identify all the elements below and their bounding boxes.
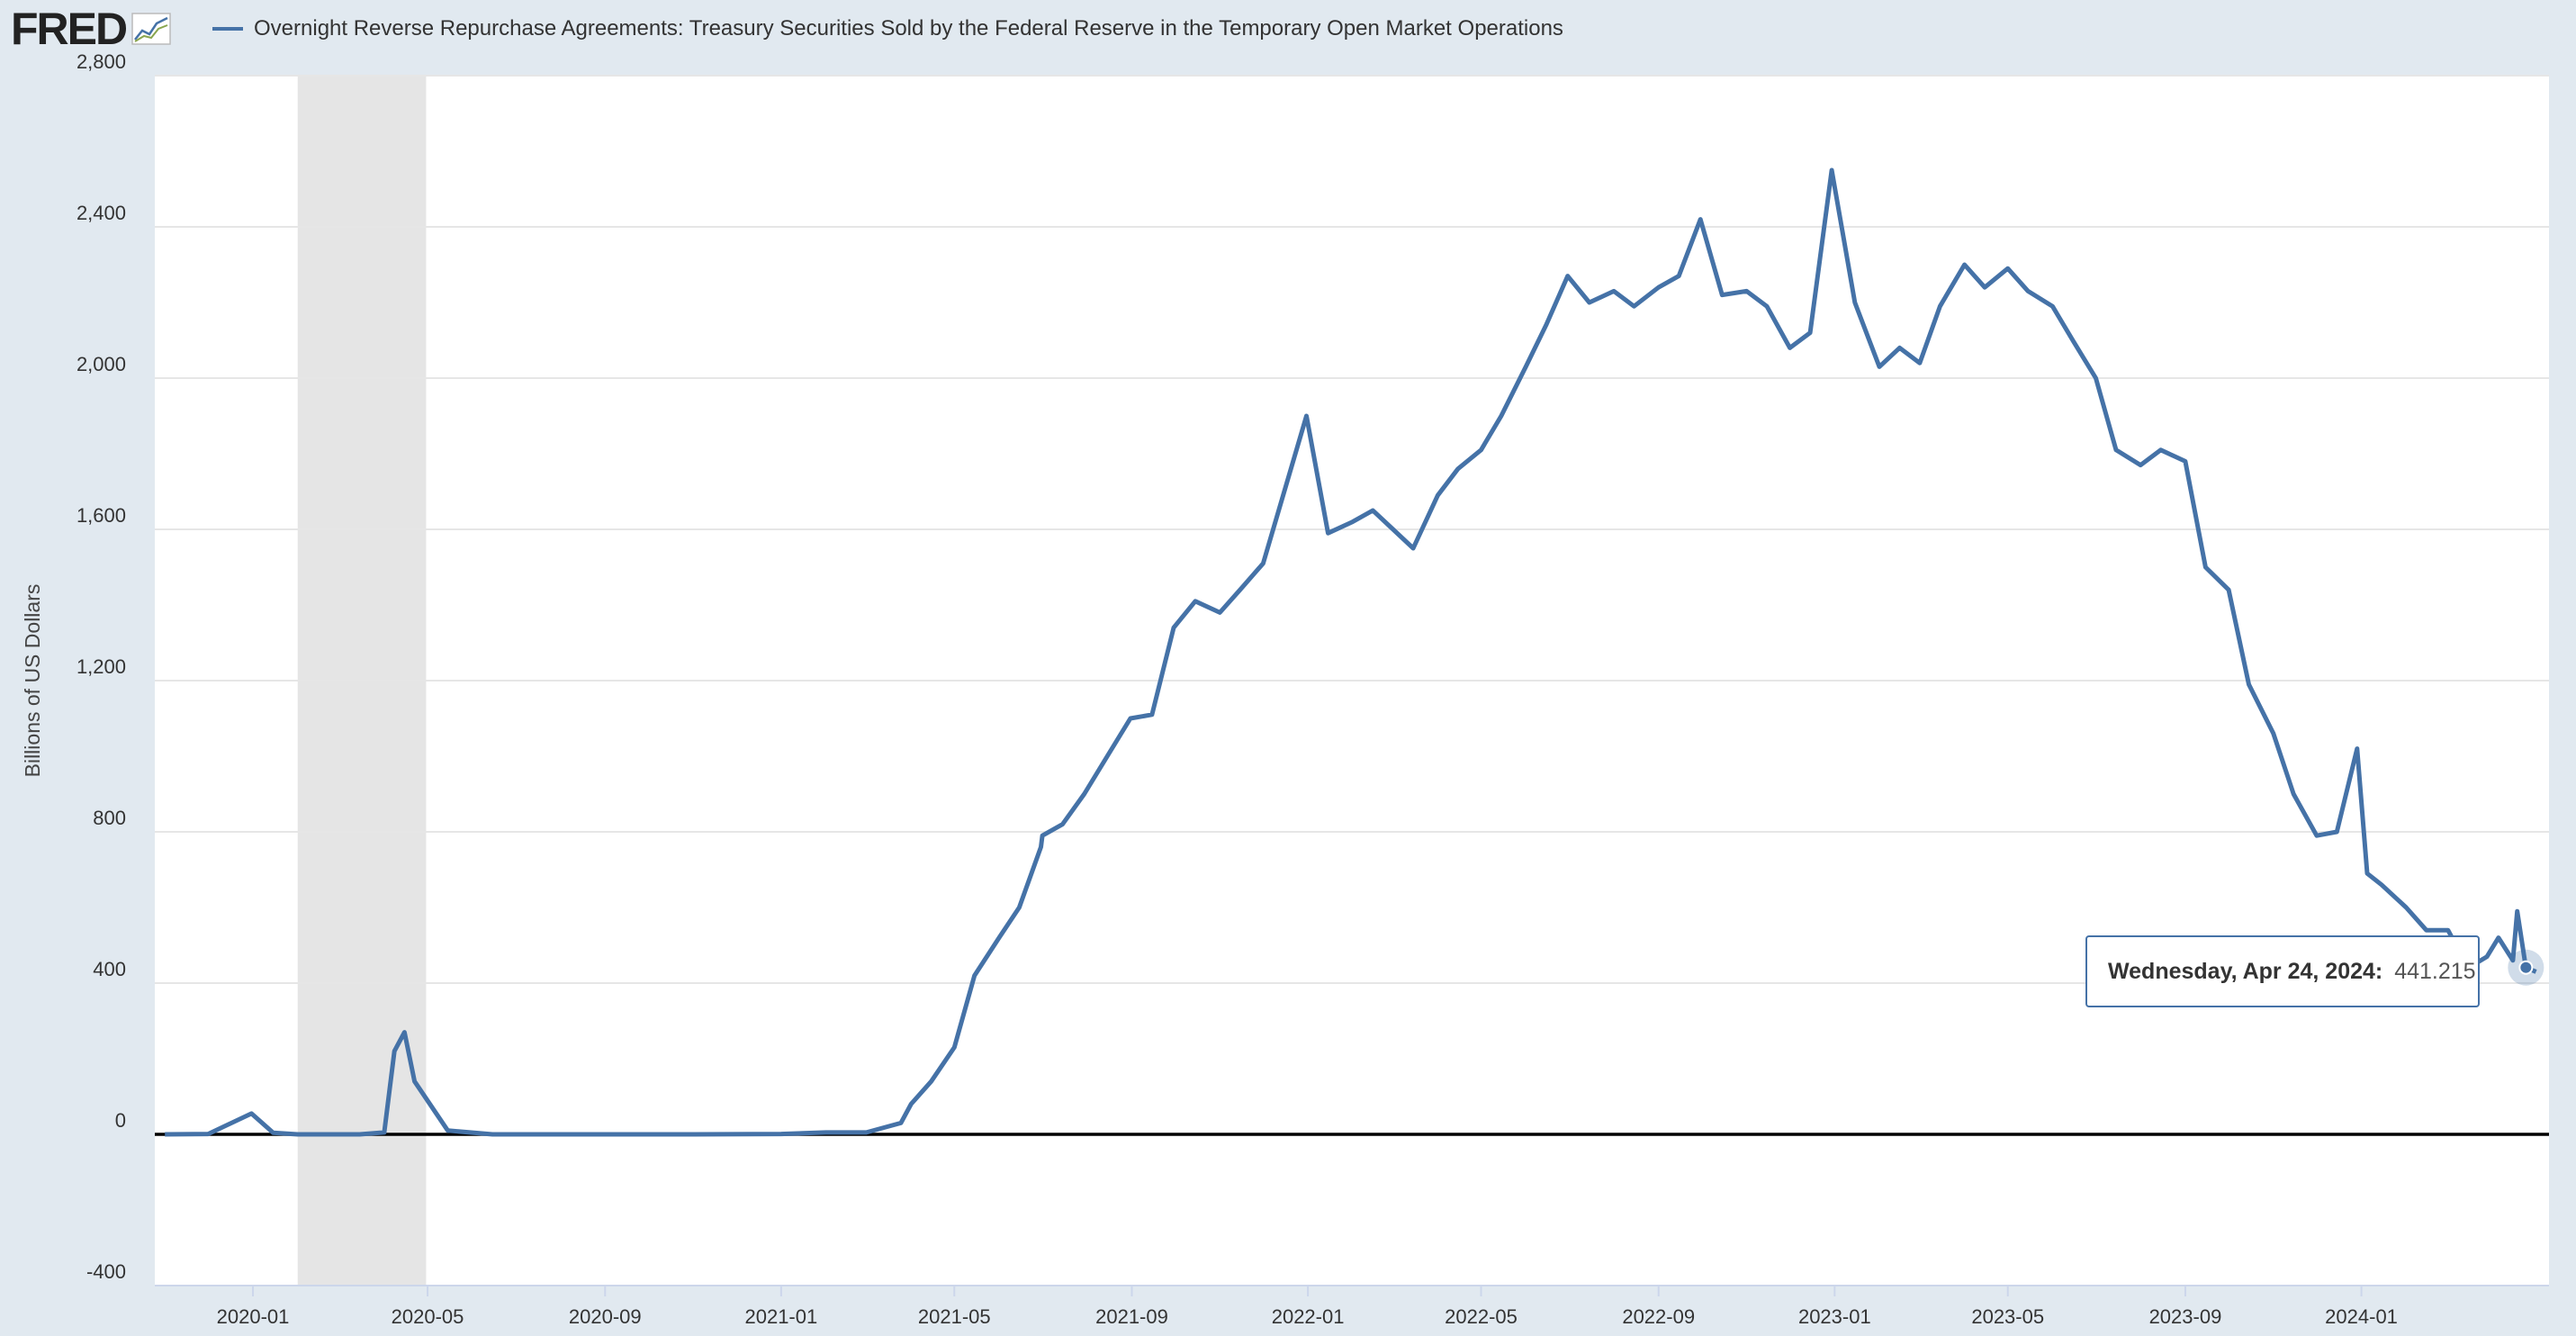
chart-title: Overnight Reverse Repurchase Agreements:… bbox=[254, 16, 1563, 41]
x-tick-label: 2020-05 bbox=[392, 1305, 464, 1328]
y-tick-label: 1,600 bbox=[77, 504, 126, 527]
y-tick-label: 400 bbox=[93, 958, 126, 980]
y-tick-label: 800 bbox=[93, 807, 126, 829]
series-line[interactable] bbox=[165, 167, 2537, 1137]
hover-point bbox=[2518, 960, 2534, 975]
x-tick-label: 2022-09 bbox=[1622, 1305, 1695, 1328]
svg-text:Wednesday, Apr 24, 2024:: Wednesday, Apr 24, 2024: 441.215 bbox=[2108, 959, 2476, 984]
y-tick-label: 2,000 bbox=[77, 353, 126, 375]
y-tick-label: 1,200 bbox=[77, 655, 126, 678]
x-tick-label: 2020-01 bbox=[217, 1305, 290, 1328]
x-tick-label: 2023-01 bbox=[1798, 1305, 1871, 1328]
x-tick-label: 2021-09 bbox=[1095, 1305, 1168, 1328]
tooltip: Wednesday, Apr 24, 2024: 441.215 bbox=[2085, 935, 2480, 1007]
fred-logo[interactable]: FRED bbox=[11, 4, 171, 54]
y-tick-label: 0 bbox=[115, 1109, 126, 1132]
logo-text: FRED bbox=[11, 4, 128, 54]
x-tick-label: 2020-09 bbox=[569, 1305, 642, 1328]
x-tick-label: 2022-05 bbox=[1445, 1305, 1518, 1328]
legend-title[interactable]: Overnight Reverse Repurchase Agreements:… bbox=[212, 13, 1563, 45]
x-tick-label: 2021-05 bbox=[918, 1305, 991, 1328]
tooltip-date: Wednesday, Apr 24, 2024: bbox=[2108, 959, 2382, 984]
graph-icon bbox=[131, 13, 171, 45]
y-tick-label: 2,800 bbox=[77, 50, 126, 73]
x-tick-label: 2022-01 bbox=[1272, 1305, 1345, 1328]
x-tick-label: 2021-01 bbox=[744, 1305, 817, 1328]
legend-swatch bbox=[212, 27, 243, 31]
x-tick-label: 2023-05 bbox=[1971, 1305, 2044, 1328]
chart-header: FRED Overnight Reverse Repurchase Agreem… bbox=[0, 0, 2576, 58]
y-axis-label: Billions of US Dollars bbox=[21, 584, 44, 778]
tooltip-value: 441.215 bbox=[2394, 959, 2475, 984]
hover-marker bbox=[2508, 949, 2544, 986]
y-tick-label: 2,400 bbox=[77, 202, 126, 224]
x-tick-label: 2023-09 bbox=[2149, 1305, 2222, 1328]
y-tick-label: -400 bbox=[86, 1260, 126, 1283]
x-tick-label: 2024-01 bbox=[2325, 1305, 2398, 1328]
